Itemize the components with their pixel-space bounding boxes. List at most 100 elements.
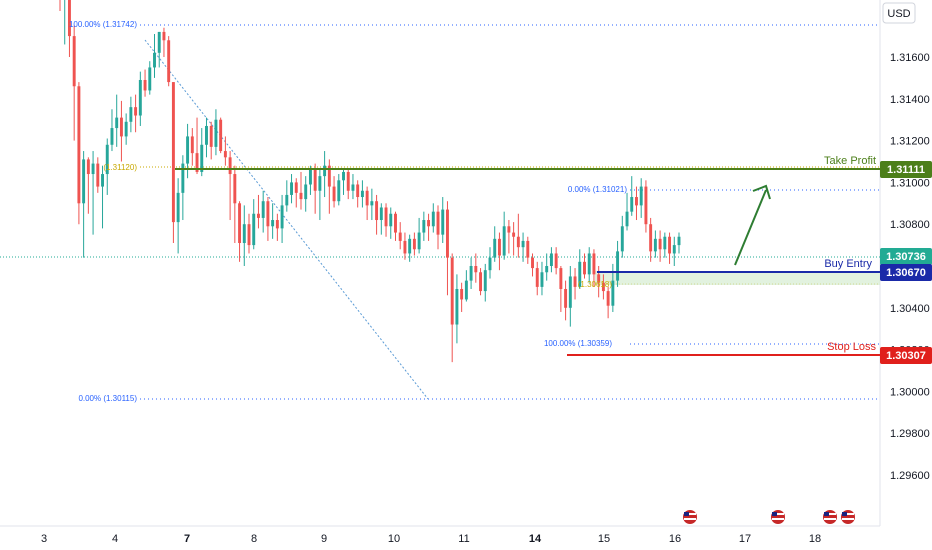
candle	[668, 232, 672, 264]
candle	[427, 213, 431, 241]
fib-label-0: 0.00% (1.30115)	[78, 394, 137, 403]
candle	[370, 188, 374, 221]
entry-zone	[595, 271, 880, 285]
candle	[304, 176, 308, 212]
x-tick-label: 15	[598, 533, 610, 545]
buy-entry-tag	[880, 264, 932, 281]
candle	[342, 169, 345, 195]
candle	[337, 174, 341, 206]
candle	[238, 201, 242, 262]
candle	[583, 253, 586, 279]
x-tick-label: 18	[809, 533, 821, 545]
candle	[578, 249, 582, 289]
candle	[497, 232, 501, 271]
take-profit-tag	[880, 161, 932, 178]
stop-loss-tag-text: 1.30307	[886, 350, 926, 362]
candle	[360, 180, 364, 208]
candle	[82, 151, 86, 258]
candle	[526, 236, 530, 264]
candle	[564, 280, 568, 321]
candle	[512, 222, 516, 256]
candle	[601, 274, 605, 300]
buy-entry-label: Buy Entry	[824, 258, 872, 270]
fib2-label-100: 100.00% (1.30359)	[544, 339, 612, 348]
candle	[105, 138, 109, 195]
candle	[119, 100, 123, 162]
candle	[479, 268, 483, 296]
x-tick-label: 7	[184, 533, 190, 545]
candle	[663, 232, 667, 258]
y-tick-label: 1.31000	[890, 177, 930, 189]
us-flag-event-icon[interactable]	[823, 510, 837, 524]
x-tick-label: 9	[321, 533, 327, 545]
candle	[290, 174, 293, 204]
candle	[67, 0, 71, 57]
candle	[209, 121, 213, 160]
candle	[502, 211, 506, 260]
current-price-tag-text: 1.30736	[886, 251, 926, 263]
stop-loss-label: Stop Loss	[827, 341, 876, 353]
candle	[115, 94, 119, 147]
x-tick-label: 14	[529, 533, 542, 545]
candle	[549, 247, 553, 273]
candle	[535, 261, 539, 296]
candle	[72, 25, 76, 141]
candle	[294, 178, 298, 208]
candle	[110, 109, 114, 152]
candle	[332, 176, 336, 208]
candle	[308, 165, 312, 195]
us-flag-event-icon[interactable]	[841, 510, 855, 524]
candle	[167, 36, 171, 87]
currency-button[interactable]	[882, 2, 916, 24]
y-tick-label: 1.30400	[890, 303, 930, 315]
candle	[148, 61, 152, 95]
candle	[143, 69, 147, 97]
candle	[261, 190, 265, 233]
candle	[644, 180, 648, 233]
candle	[157, 31, 161, 68]
candle	[606, 286, 610, 319]
candle	[422, 211, 426, 241]
candle	[96, 157, 100, 193]
candle	[228, 151, 232, 221]
x-tick-label: 16	[669, 533, 681, 545]
candle	[129, 96, 133, 133]
candle	[436, 205, 440, 250]
us-flag-event-icon[interactable]	[683, 510, 697, 524]
candle	[384, 203, 388, 237]
y-tick-label: 1.29800	[890, 428, 930, 440]
candle	[658, 230, 662, 262]
candle	[408, 234, 412, 262]
candles	[59, 0, 681, 363]
candle	[271, 203, 275, 239]
candle	[379, 203, 383, 235]
currency-label: USD	[887, 8, 910, 20]
candle	[356, 180, 360, 208]
candle	[573, 268, 577, 300]
candle	[450, 253, 454, 363]
candle	[219, 117, 223, 154]
y-tick-label: 1.31400	[890, 94, 930, 106]
candle	[592, 249, 596, 287]
candle	[677, 232, 681, 254]
candle	[488, 247, 492, 279]
candle	[375, 194, 379, 235]
candle	[351, 174, 355, 200]
candle	[91, 151, 95, 235]
candle	[516, 213, 520, 258]
candle	[242, 205, 246, 266]
candle	[153, 34, 156, 78]
y-tick-label: 1.29600	[890, 470, 930, 482]
candle	[531, 253, 534, 277]
candle	[346, 169, 350, 200]
x-tick-label: 11	[458, 533, 469, 545]
candle	[545, 253, 549, 281]
candle	[256, 194, 260, 229]
candle	[554, 247, 558, 275]
y-tick-label: 1.30000	[890, 386, 930, 398]
candle	[195, 117, 199, 175]
us-flag-event-icon[interactable]	[771, 510, 785, 524]
candle	[464, 270, 468, 302]
candle	[181, 155, 185, 221]
